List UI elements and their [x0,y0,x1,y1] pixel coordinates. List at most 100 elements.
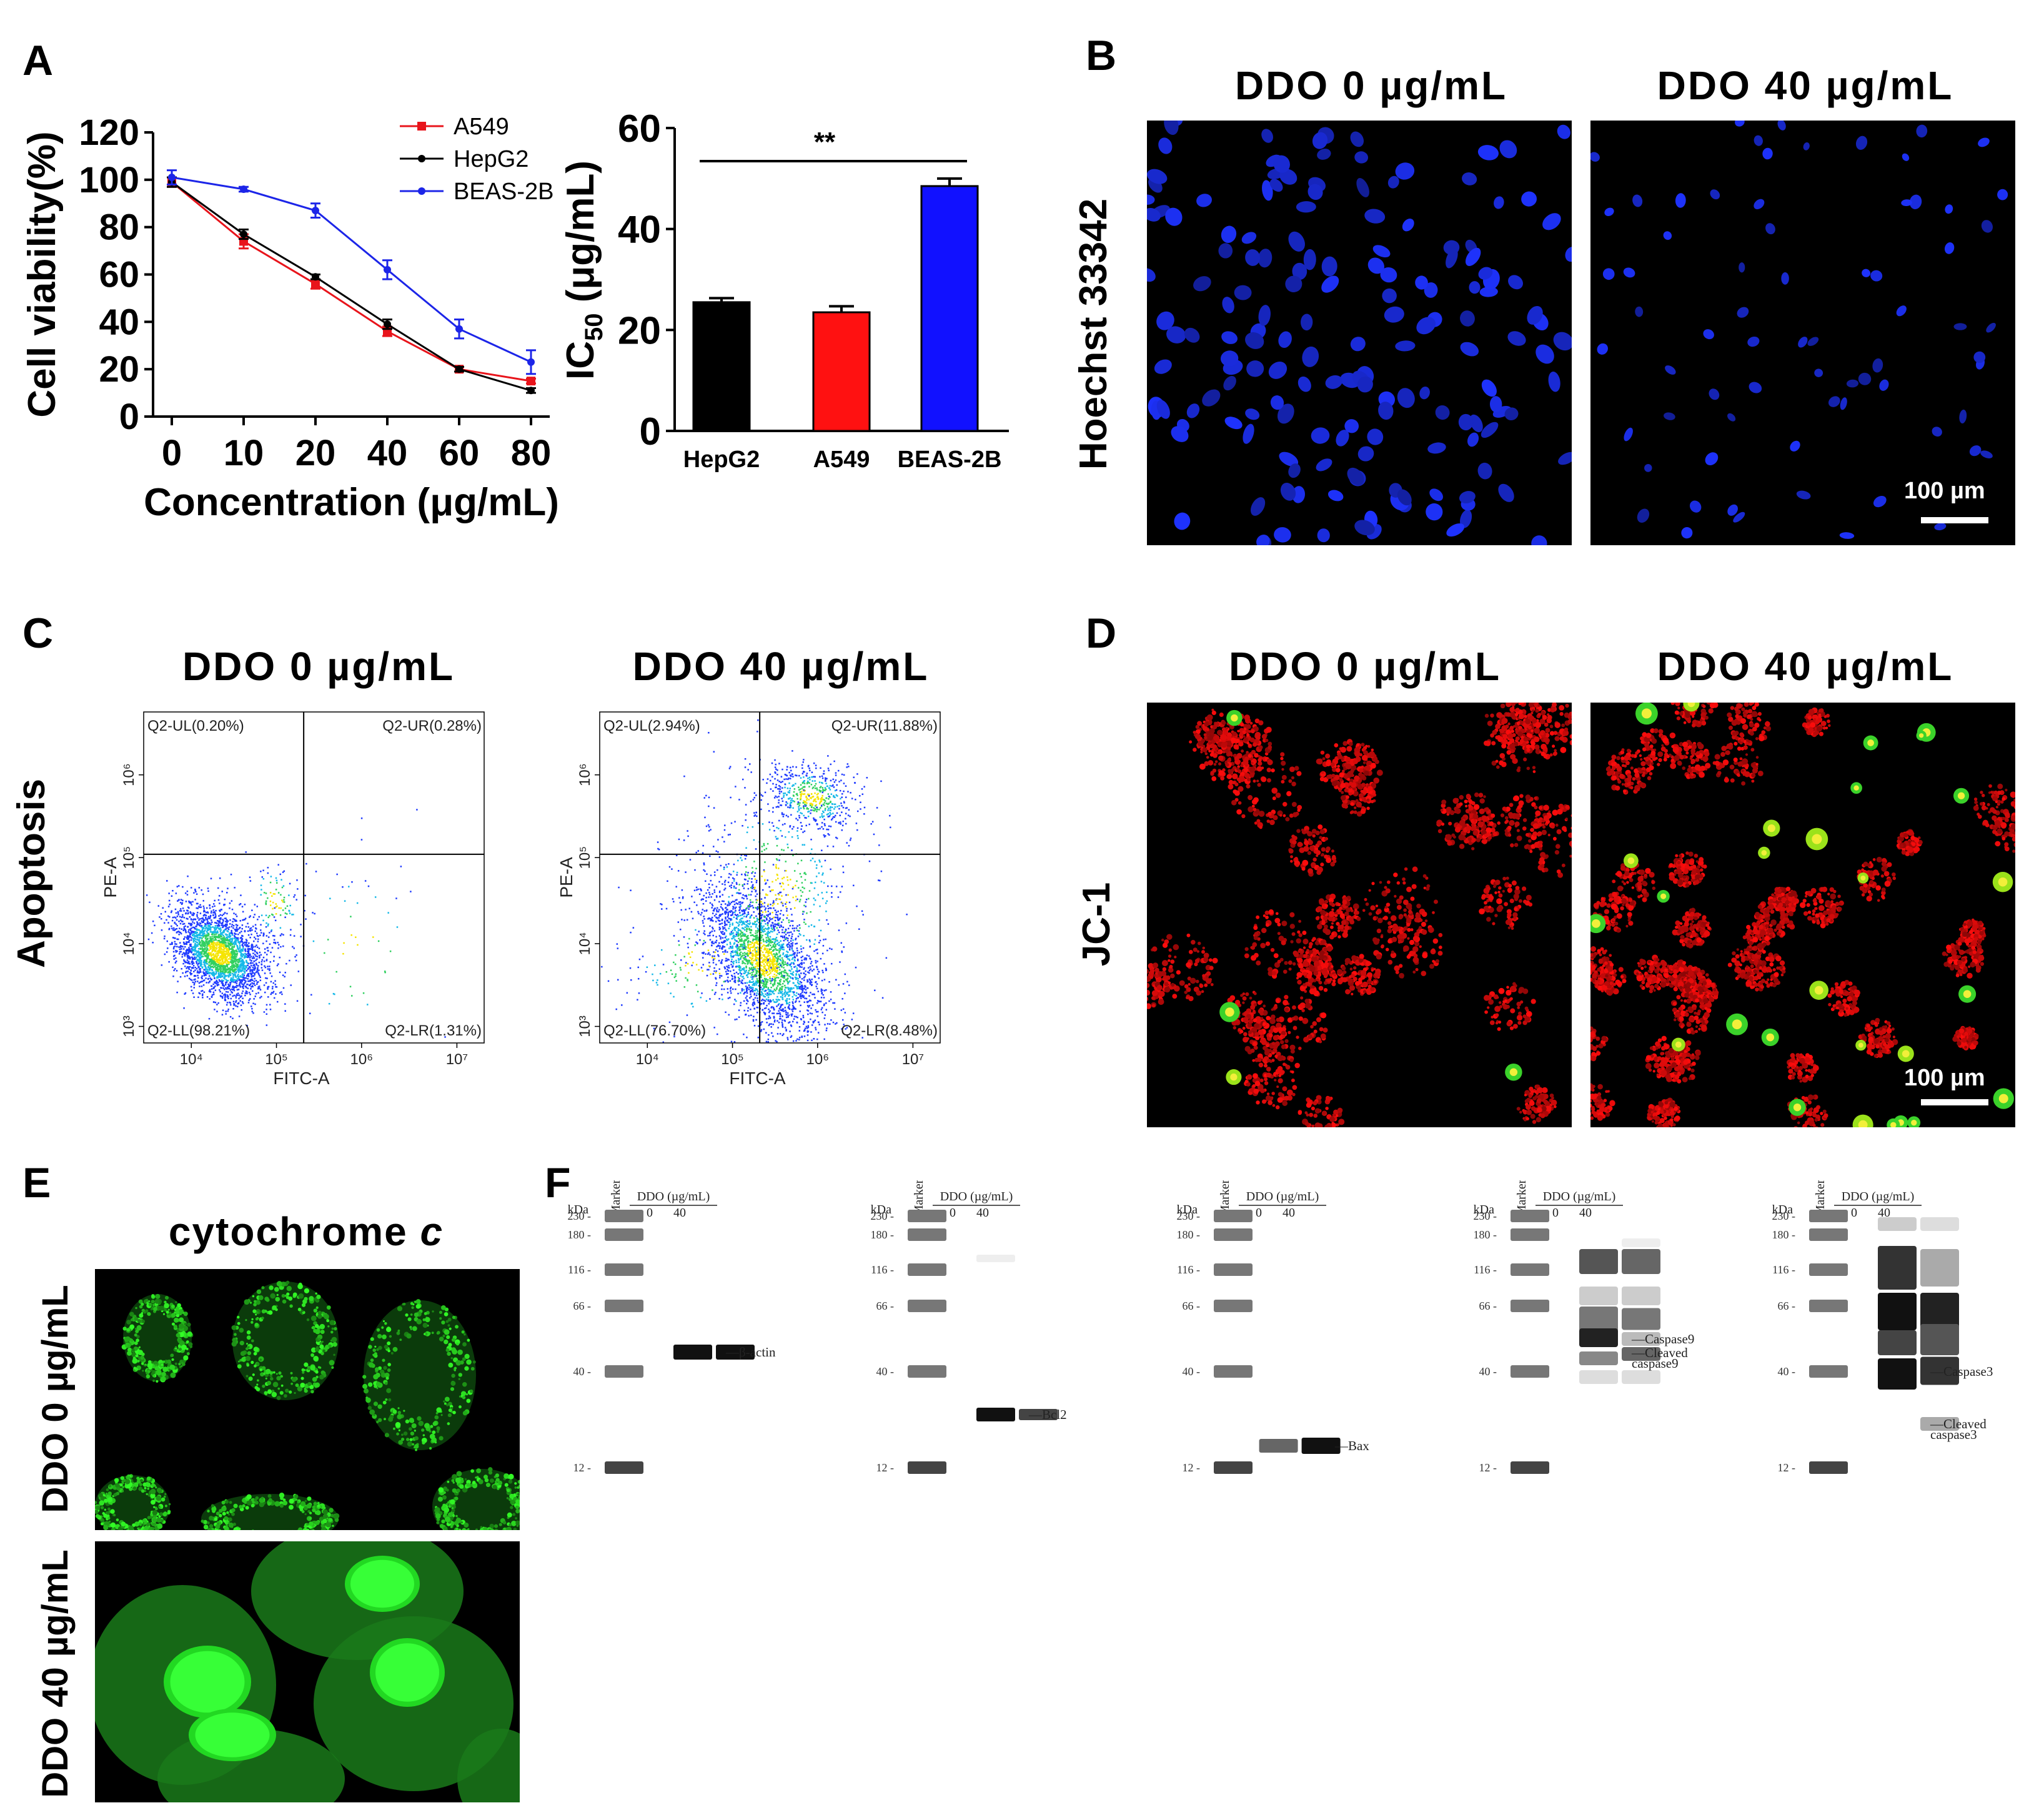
event-dot [726,909,728,911]
event-dot [256,956,259,957]
event-dot [762,995,765,997]
event-dot [762,946,763,947]
event-dot [793,1006,795,1008]
event-dot [200,906,202,908]
event-dot [174,962,177,964]
event-dot [737,954,740,957]
event-dot [254,995,256,997]
event-dot [744,934,747,936]
event-dot [242,987,244,989]
event-dot [247,964,249,967]
event-dot [237,933,239,936]
event-dot [146,894,148,896]
event-dot [777,929,779,931]
event-dot [217,975,220,977]
event-dot [675,886,677,888]
event-dot [204,959,207,961]
event-dot [751,986,753,989]
event-dot [248,942,250,944]
event-dot [713,967,715,969]
nucleus [1747,336,1760,347]
event-dot [185,952,187,954]
event-dot [237,947,239,950]
event-dot [202,921,204,923]
event-dot [236,978,239,980]
event-dot [799,981,801,983]
event-dot [249,967,251,969]
event-dot [300,924,302,926]
event-dot [687,835,689,837]
event-dot [272,914,274,916]
event-dot [741,914,743,916]
event-dot [274,893,276,895]
event-dot [730,970,732,972]
event-dot [762,971,765,973]
event-dot [783,967,785,969]
event-dot [712,934,715,937]
event-dot [203,979,206,981]
event-dot [693,889,696,892]
event-dot [820,988,823,990]
event-dot [254,954,256,956]
event-dot [174,945,176,947]
event-dot [752,886,754,889]
event-dot [191,950,194,952]
event-dot [787,951,789,954]
nucleus [1873,495,1887,508]
event-dot [764,995,766,998]
event-dot [207,922,209,925]
event-dot [218,968,220,971]
event-dot [755,915,757,917]
nucleus [1258,305,1271,326]
event-dot [241,941,244,942]
x-tick-label: 20 [295,433,336,473]
event-dot [315,871,317,872]
event-dot [774,969,776,971]
event-dot [220,969,222,971]
event-dot [202,932,204,934]
quadrant-lr-label: Q2-LR(1.31%) [385,1022,482,1039]
event-dot [772,985,774,987]
event-dot [343,942,345,944]
event-dot [193,939,196,942]
event-dot [732,951,734,954]
event-dot [224,977,226,980]
event-dot [236,956,237,958]
event-dot [229,974,232,977]
event-dot [257,967,259,969]
event-dot [197,971,200,974]
event-dot [768,932,770,934]
event-dot [696,889,698,891]
event-dot [235,1005,237,1007]
event-dot [444,1036,446,1038]
event-dot [240,964,242,966]
event-dot [241,931,242,932]
event-dot [189,922,191,925]
nucleus [1735,121,1745,127]
event-dot [226,934,229,936]
event-dot [233,946,235,948]
event-dot [752,971,755,973]
event-dot [289,882,291,885]
event-dot [194,978,196,981]
event-dot [773,963,776,965]
event-dot [289,912,291,914]
event-dot [721,988,723,990]
event-dot [222,949,224,951]
nucleus [1220,350,1239,367]
event-dot [746,995,748,997]
legend-label: A549 [454,114,509,140]
event-dot [698,893,701,896]
event-dot [203,950,206,952]
event-dot [760,976,762,979]
event-dot [221,957,222,959]
event-dot [773,953,775,955]
event-dot [201,929,204,931]
event-dot [177,899,180,901]
nucleus [1174,512,1191,530]
event-dot [774,925,776,927]
event-dot [743,923,745,925]
event-dot [246,944,249,946]
event-dot [172,947,175,950]
event-dot [246,987,247,989]
